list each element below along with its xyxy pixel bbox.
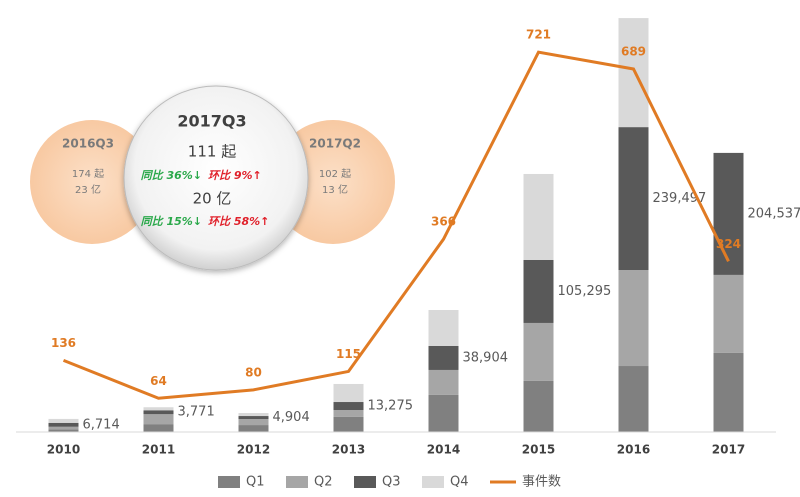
line-label: 324 bbox=[716, 237, 741, 251]
total-label: 38,904 bbox=[463, 350, 509, 365]
inset-qoq: 环比 9%↑ bbox=[208, 169, 262, 182]
bar-segment bbox=[618, 366, 649, 432]
inset-yoy: 同比 36%↓ bbox=[141, 169, 202, 182]
inset-title: 2016Q3 bbox=[62, 137, 114, 151]
legend-swatch bbox=[218, 476, 240, 488]
inset-title: 2017Q2 bbox=[309, 137, 361, 151]
circle-left bbox=[30, 120, 154, 244]
bar-segment bbox=[143, 414, 174, 425]
inset-text: 20 亿 bbox=[193, 190, 232, 208]
total-label: 105,295 bbox=[558, 284, 612, 299]
bar-segment bbox=[333, 416, 364, 432]
x-tick-label: 2012 bbox=[237, 443, 270, 457]
bar-segment bbox=[523, 173, 554, 260]
bar-segment bbox=[333, 383, 364, 403]
bar-segment bbox=[48, 426, 79, 430]
bar-segment bbox=[238, 413, 269, 417]
inset-text: 13 亿 bbox=[322, 183, 348, 196]
x-tick-label: 2010 bbox=[47, 443, 80, 457]
bar-segment bbox=[143, 424, 174, 432]
x-tick-label: 2014 bbox=[427, 443, 460, 457]
x-tick-label: 2017 bbox=[712, 443, 745, 457]
x-tick-label: 2011 bbox=[142, 443, 175, 457]
bar-segment bbox=[428, 369, 459, 395]
bar-segment bbox=[713, 352, 744, 432]
inset-text: 174 起 bbox=[72, 168, 104, 180]
line-label: 366 bbox=[431, 215, 456, 229]
bar-segment bbox=[428, 394, 459, 432]
total-label: 204,537 bbox=[748, 206, 800, 221]
bar-segment bbox=[428, 345, 459, 370]
bar-segment bbox=[143, 407, 174, 411]
bar-segment bbox=[48, 429, 79, 432]
bar-segment bbox=[238, 416, 269, 420]
line-label: 721 bbox=[526, 28, 551, 42]
bar-segment bbox=[143, 410, 174, 415]
legend-label: Q2 bbox=[314, 475, 333, 490]
inset-text: 102 起 bbox=[319, 168, 351, 180]
inset-title: 2017Q3 bbox=[177, 112, 246, 131]
legend-swatch bbox=[354, 476, 376, 488]
line-label: 136 bbox=[51, 336, 76, 350]
x-tick-label: 2013 bbox=[332, 443, 365, 457]
bar-segment bbox=[238, 425, 269, 432]
bar-segment bbox=[523, 259, 554, 323]
bar-segment bbox=[333, 402, 364, 411]
line-label: 115 bbox=[336, 347, 361, 361]
legend-label: Q3 bbox=[382, 475, 401, 490]
inset-qoq: 环比 58%↑ bbox=[208, 215, 269, 228]
line bbox=[62, 50, 730, 400]
x-tick-label: 2016 bbox=[617, 443, 650, 457]
bar-segment bbox=[428, 309, 459, 346]
total-label: 239,497 bbox=[653, 191, 707, 206]
bar-segment bbox=[333, 410, 364, 417]
bar-segment bbox=[238, 419, 269, 426]
bar-segment bbox=[618, 127, 649, 271]
bar-segment bbox=[523, 380, 554, 432]
inset: 2016Q3 174 起 23 亿 2017Q2 102 起 13 亿 2017… bbox=[30, 85, 395, 271]
bar-segment bbox=[618, 18, 649, 128]
bar-segment bbox=[48, 418, 79, 423]
bar-segment bbox=[618, 270, 649, 367]
line-label: 80 bbox=[245, 365, 262, 379]
legend-swatch bbox=[422, 476, 444, 488]
bar-segment bbox=[523, 322, 554, 381]
x-tick-label: 2015 bbox=[522, 443, 555, 457]
legend-label: Q1 bbox=[246, 475, 265, 490]
line-label: 689 bbox=[621, 45, 646, 59]
legend-swatch bbox=[286, 476, 308, 488]
total-label: 3,771 bbox=[178, 405, 215, 420]
bar-segment bbox=[713, 274, 744, 353]
circle-center bbox=[123, 85, 309, 271]
bar-segment bbox=[713, 152, 744, 275]
bar-segment bbox=[48, 422, 79, 427]
total-label: 6,714 bbox=[83, 417, 120, 432]
legend-label: 事件数 bbox=[522, 475, 561, 490]
inset-yoy: 同比 15%↓ bbox=[141, 215, 202, 228]
total-label: 4,904 bbox=[273, 410, 310, 425]
line-label: 64 bbox=[150, 374, 167, 388]
inset-text: 23 亿 bbox=[75, 183, 101, 196]
legend-label: Q4 bbox=[450, 475, 469, 490]
total-label: 13,275 bbox=[368, 399, 414, 414]
inset-text: 111 起 bbox=[188, 143, 236, 161]
